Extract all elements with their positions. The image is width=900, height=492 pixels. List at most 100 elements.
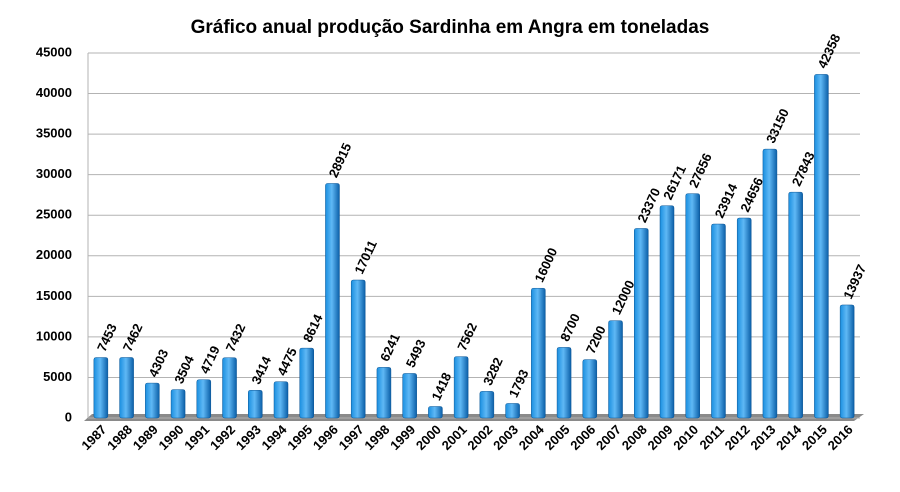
chart-title: Gráfico anual produção Sardinha em Angra…: [191, 17, 710, 38]
bar: [222, 357, 237, 419]
y-tick-label: 15000: [36, 288, 72, 303]
x-tick-label: 2011: [696, 422, 727, 453]
x-tick-label: 2008: [619, 422, 650, 453]
x-tick-label: 2016: [825, 422, 856, 453]
y-tick-label: 30000: [36, 166, 72, 181]
bar: [453, 356, 469, 419]
x-tick-label: 2001: [439, 422, 470, 453]
bar: [170, 389, 186, 419]
value-label: 33150: [763, 106, 792, 145]
bar: [556, 347, 572, 419]
bar: [299, 347, 314, 419]
bar: [325, 183, 340, 419]
value-label: 8614: [300, 311, 326, 344]
bar: [531, 287, 546, 419]
bar: [196, 379, 212, 419]
x-tick-label: 1999: [387, 422, 418, 453]
x-tick-label: 2013: [747, 422, 778, 453]
x-tick-label: 2006: [567, 422, 598, 453]
value-label: 12000: [609, 278, 638, 317]
bar: [788, 191, 803, 419]
x-tick-label: 1988: [104, 422, 135, 453]
bar: [505, 403, 520, 419]
y-tick-label: 10000: [36, 328, 72, 343]
x-tick-label: 1994: [258, 421, 290, 453]
x-tick-label: 2009: [644, 422, 675, 453]
value-label: 4719: [197, 343, 223, 376]
x-tick-label: 1993: [233, 422, 264, 453]
value-label: 13937: [840, 262, 869, 301]
value-label: 3282: [480, 355, 506, 388]
value-label: 28915: [326, 141, 355, 180]
bar: [350, 279, 366, 419]
value-label: 1418: [429, 370, 455, 403]
y-tick-label: 5000: [43, 369, 72, 384]
bar: [814, 74, 829, 419]
value-label: 24656: [737, 175, 766, 214]
y-tick-label: 35000: [36, 126, 72, 141]
value-label: 27656: [686, 151, 715, 190]
value-label: 26171: [660, 163, 689, 202]
x-tick-label: 1998: [361, 422, 392, 453]
x-tick-label: 1991: [181, 422, 212, 453]
value-label: 7453: [94, 321, 120, 354]
value-label: 7462: [120, 321, 146, 354]
x-tick-label: 2005: [542, 422, 573, 453]
value-label: 27843: [789, 149, 818, 188]
value-label: 6241: [377, 331, 403, 364]
bar: [685, 193, 700, 419]
y-tick-label: 25000: [36, 207, 72, 222]
value-label: 3414: [248, 353, 274, 386]
bar: [273, 381, 289, 419]
x-tick-label: 2012: [722, 422, 753, 453]
x-tick-label: 2004: [516, 421, 548, 453]
value-label: 7200: [583, 323, 609, 356]
y-tick-label: 0: [65, 409, 72, 424]
x-tick-label: 1995: [284, 422, 315, 453]
bar: [839, 304, 855, 419]
bar: [582, 359, 598, 419]
bar: [736, 217, 752, 419]
value-label: 23370: [634, 186, 663, 225]
value-label: 1793: [506, 367, 532, 400]
x-tick-label: 2007: [593, 422, 624, 453]
value-label: 8700: [557, 311, 583, 344]
bar: [479, 391, 495, 419]
x-tick-label: 2000: [413, 422, 444, 453]
x-tick-label: 2015: [799, 422, 830, 453]
y-tick-label: 45000: [36, 44, 72, 59]
x-tick-label: 2014: [773, 421, 805, 453]
value-label: 4303: [145, 347, 171, 380]
bar: [402, 373, 417, 419]
x-tick-label: 2002: [464, 422, 495, 453]
x-tick-label: 1990: [156, 422, 187, 453]
x-tick-label: 2010: [670, 422, 701, 453]
x-tick-label: 1997: [336, 422, 367, 453]
bar: [762, 148, 778, 419]
value-label: 3504: [171, 353, 197, 386]
bar: [711, 223, 726, 419]
bar: [376, 367, 392, 419]
value-label: 4475: [274, 345, 300, 378]
x-tick-label: 2003: [490, 422, 521, 453]
bar: [428, 406, 443, 419]
bar: [634, 228, 649, 419]
value-label: 7432: [223, 321, 249, 354]
x-tick-label: 1992: [207, 422, 238, 453]
y-tick-label: 40000: [36, 85, 72, 100]
value-label: 17011: [351, 238, 380, 276]
x-tick-label: 1989: [130, 422, 161, 453]
bar: [145, 382, 160, 419]
value-label: 42358: [815, 32, 844, 71]
value-label: 23914: [712, 180, 741, 220]
bar: [93, 357, 109, 419]
bar: [659, 205, 675, 419]
value-label: 16000: [531, 245, 560, 284]
x-tick-label: 1987: [78, 422, 109, 453]
bar: [608, 320, 623, 419]
bar: [119, 357, 134, 419]
bar: [248, 390, 263, 419]
x-tick-label: 1996: [310, 422, 341, 453]
y-tick-label: 20000: [36, 247, 72, 262]
